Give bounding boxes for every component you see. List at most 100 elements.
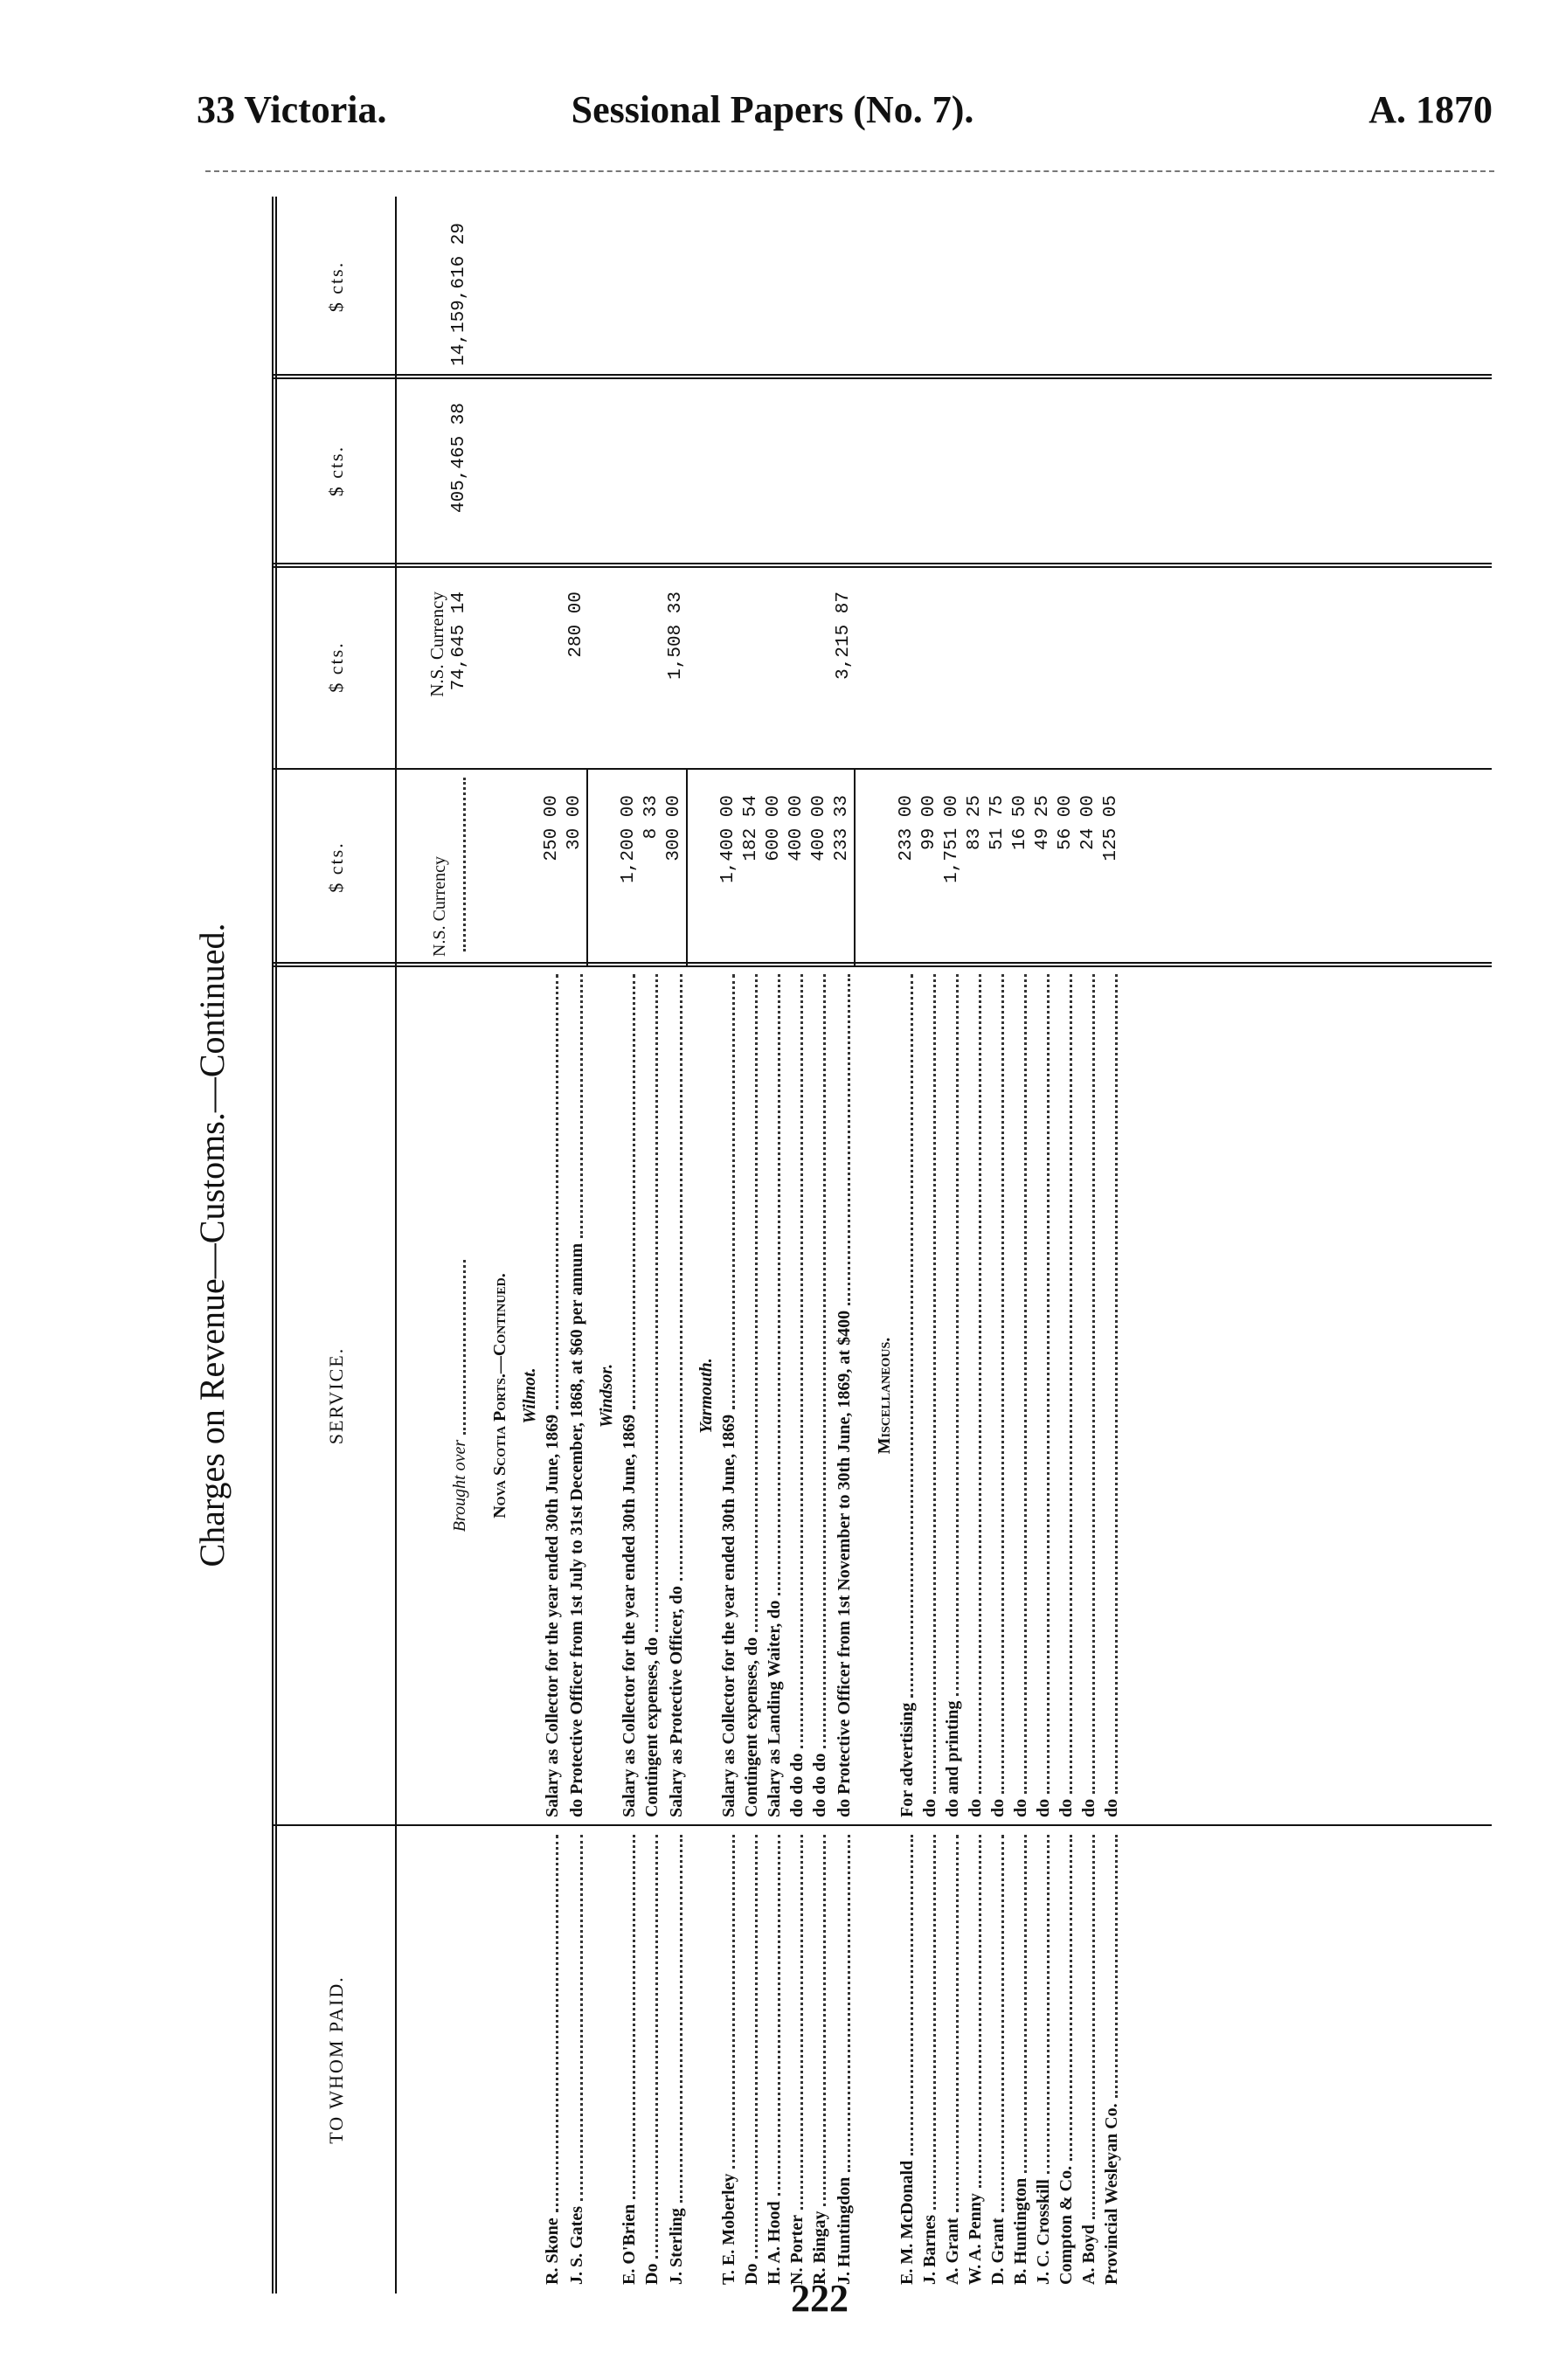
dot-leader [1001,1835,1004,2213]
table-row: R. Bingay do do do 400 00 [808,197,831,2294]
header-right: A. 1870 [1368,88,1493,131]
dot-leader [1024,974,1027,1794]
dot-leader [556,974,558,1409]
payee: E. M. McDonald [897,2160,917,2285]
service: Salary as Collector for the year ended 3… [543,1414,562,1817]
table-title: Charges on Revenue—Customs.—Continued. [192,923,232,1567]
table-row: J. Sterling Salary as Protective Officer,… [663,197,688,2294]
cell: B. Huntington [1009,1826,1032,2294]
amount: 250 00 [542,795,562,861]
cell: 400 00 [808,769,831,965]
cell: R. Bingay [808,1826,831,2294]
service: Salary as Collector for the year ended 3… [620,1414,639,1817]
amount: 400 00 [786,795,807,861]
service: Salary as Landing Waiter, do [765,1600,784,1817]
service: do [966,1798,985,1817]
table-row: T. E. Moberley Salary as Collector for th… [717,197,740,2294]
dot-leader [732,974,735,1409]
cell: D. Grant [987,1826,1009,2294]
dot-leader [1001,974,1004,1794]
table-row: B. Huntington do 16 50 [1009,197,1032,2294]
cell: do [918,965,941,1826]
dot-leader [580,974,583,1238]
cell: Nova Scotia Ports.—Continued. [471,965,511,1826]
cell: 14,159,616 29 [448,197,471,377]
cell: Miscellaneous. [856,965,896,1826]
amount: 56 00 [1056,795,1076,851]
cell: N.S. Currency 74,645 14 [426,565,471,769]
cell: do Protective Officer from 1st July to 3… [565,965,588,1826]
dot-leader [956,974,959,1696]
service: do [988,1798,1008,1817]
table-row: J. Barnes do 99 00 [918,197,941,2294]
dot-leader [933,974,936,1794]
dot-leader [979,1835,981,2189]
cell: T. E. Moberley [717,1826,740,2294]
amount: 125 05 [1101,795,1121,861]
amount: 24 00 [1078,795,1098,851]
cell: Do [641,1826,663,2294]
payee: J. S. Gates [567,2206,586,2285]
payee: R. Bingay [810,2210,829,2285]
table-row: Do Contingent expenses, do 8 33 [641,197,663,2294]
amount: 300 00 [664,795,684,861]
payee: Compton & Co. [1057,2165,1076,2285]
column-headers: TO WHOM PAID. SERVICE. $ cts. $ cts. $ cts. $… [277,197,397,2294]
cell: J. C. Crosskill [1032,1826,1055,2294]
rotated-table: Charges on Revenue—Customs.—Continued. T… [181,197,1497,2294]
cell: 16 50 [1009,769,1032,965]
cell: N. Porter [786,1826,808,2294]
dot-leader [778,1835,780,2197]
cell: do [1032,965,1055,1826]
service: do [1102,1798,1121,1817]
cell: 83 25 [964,769,987,965]
amount: 16 50 [1010,795,1030,851]
table-row: Provincial Wesleyan Co. do 125 05 [1100,197,1123,2294]
cell: 300 00 [663,769,688,965]
cell: Do [740,1826,763,2294]
dot-leader [556,1835,558,2213]
cell: do [1100,965,1123,1826]
cell: do [987,965,1009,1826]
payee: J. C. Crosskill [1034,2179,1053,2285]
dot-leader [933,1835,936,2210]
cell: 24 00 [1077,769,1100,965]
cell: Salary as Collector for the year ended 3… [717,965,740,1826]
column-header: $ cts. [324,445,347,497]
service: do [1057,1798,1076,1817]
amount: 280 00 [566,592,586,658]
cell: H. A. Hood [763,1826,786,2294]
table-row: E. O'Brien Salary as Collector for the ye… [618,197,641,2294]
cell: 280 00 [565,565,588,769]
cell: J. Sterling [665,1826,688,2294]
cell: 1,508 33 [665,565,688,769]
column-header: SERVICE. [324,1346,347,1445]
amount: 1,200 00 [619,795,639,883]
cell: 125 05 [1100,769,1123,965]
dot-leader [1092,1835,1095,2220]
dot-leader [956,1835,959,2213]
dot-leader [655,1835,658,2259]
service: do [1034,1798,1053,1817]
cell: 1,751 00 [941,769,964,965]
payee: J. Sterling [667,2208,686,2285]
dot-leader [680,1835,682,2204]
cell: do [1077,965,1100,1826]
payee: A. Grant [943,2217,962,2285]
column-header: $ cts. [324,260,347,313]
dot-leader [1115,1835,1118,2099]
service: do Protective Officer from 1st November … [835,1310,854,1817]
cell: N.S. Currency [428,769,471,965]
cell: 51 75 [987,769,1009,965]
section-heading: Nova Scotia Ports.—Continued. [490,1273,509,1519]
amount: 3,215 87 [834,592,854,680]
section-heading: Yarmouth. [696,1358,716,1434]
dot-leader [848,974,850,1305]
cell: J. Huntingdon [833,1826,856,2294]
dot-leader [633,974,635,1409]
cell: E. M. McDonald [896,1826,918,2294]
amount: 49 25 [1033,795,1053,851]
cell: A. Grant [941,1826,964,2294]
amount: 1,751 00 [942,795,962,883]
amount: 8 33 [641,795,662,840]
